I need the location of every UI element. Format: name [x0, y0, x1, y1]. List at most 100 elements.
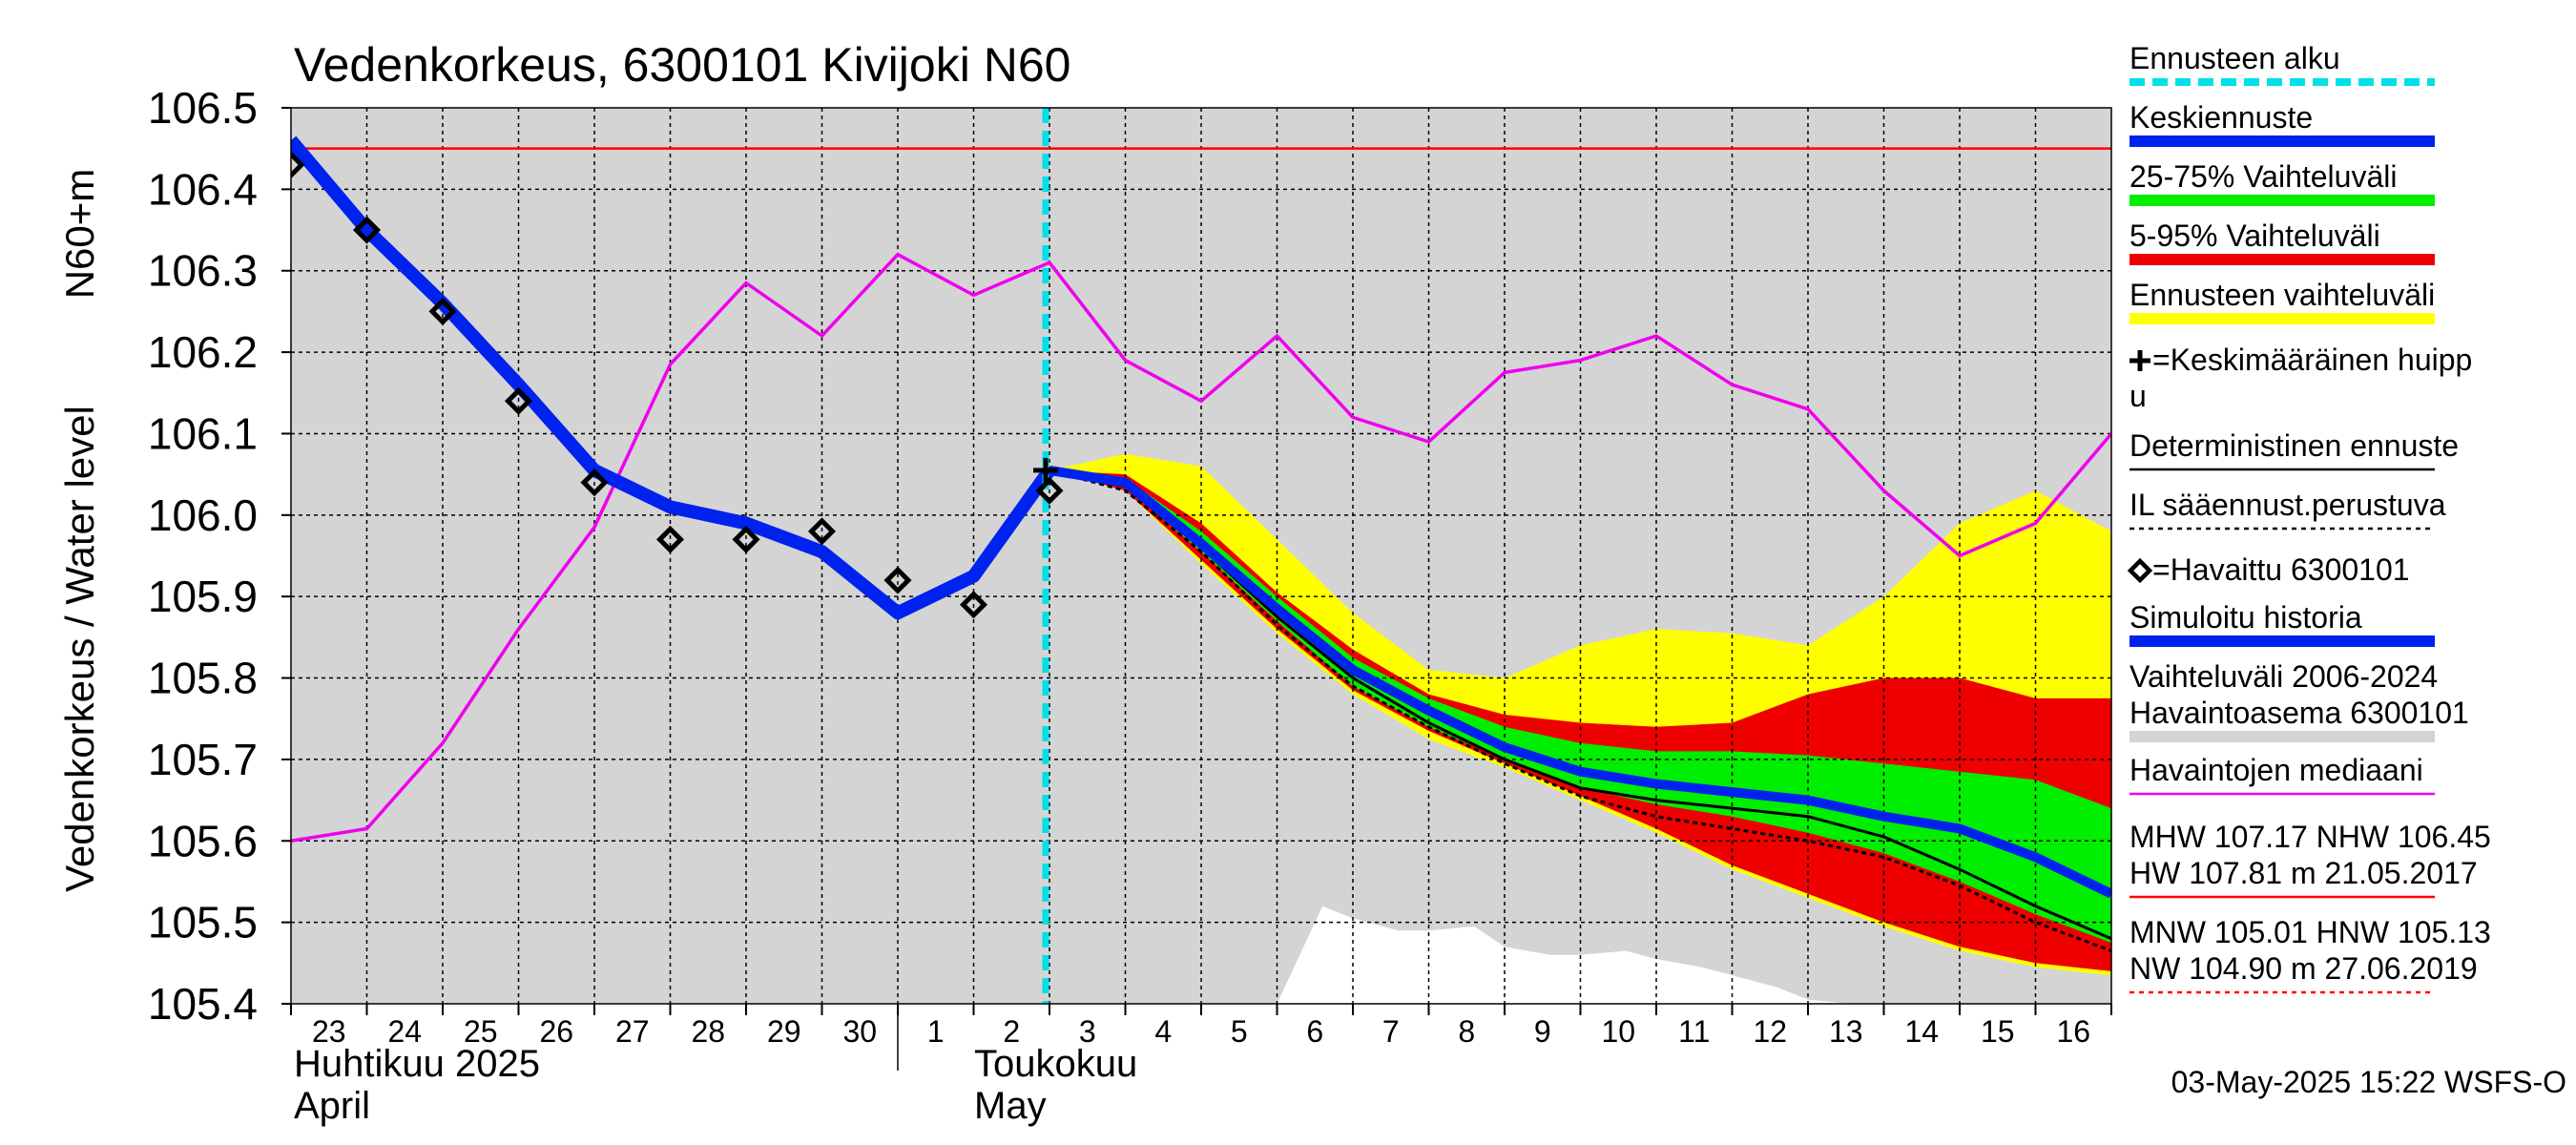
legend-item-il: IL sääennust.perustuva [2129, 488, 2446, 531]
legend-item-b595: 5-95% Vaihteluväli [2129, 219, 2435, 265]
legend-item-obs: =Havaittu 6300101 [2127, 552, 2410, 587]
month-label-fi-april: Huhtikuu 2025 [294, 1043, 540, 1085]
x-tick-label: 25 [464, 1014, 498, 1049]
x-tick-label: 6 [1306, 1014, 1323, 1049]
plot-layers [291, 108, 2111, 1004]
observed-point [883, 566, 912, 594]
chart-title: Vedenkorkeus, 6300101 Kivijoki N60 [294, 38, 1070, 92]
legend-label: Ennusteen vaihteluväli [2129, 278, 2435, 312]
y-tick-labels: 105.4 105.5 105.6 105.7 105.8 105.9 106.0 106.1… [148, 83, 291, 1029]
legend-label: =Havaittu 6300101 [2152, 552, 2410, 587]
observed-point [504, 386, 533, 415]
legend-label: IL sääennust.perustuva [2129, 488, 2446, 522]
legend-label: Simuloitu historia [2129, 600, 2362, 635]
y-tick-label: 106.2 [148, 327, 258, 377]
y-tick-label: 105.7 [148, 735, 258, 784]
legend-item-med: Havaintojen mediaani [2129, 753, 2435, 796]
legend-label: Ennusteen alku [2129, 41, 2340, 75]
observed-point [352, 216, 382, 244]
band-5-95 [1049, 469, 2111, 971]
y-axis-label-unit: N60+m [57, 169, 102, 300]
legend-label: =Keskimääräinen huipp [2152, 343, 2472, 377]
x-tick-label: 29 [767, 1014, 801, 1049]
legend-item-sim: Simuloitu historia [2129, 600, 2435, 647]
observed-point [1035, 476, 1064, 505]
legend-label: 5-95% Vaihteluväli [2129, 219, 2380, 253]
legend-item-b2575: 25-75% Vaihteluväli [2129, 159, 2435, 206]
x-tick-labels: 23 24 25 26 27 28 29 30 1 2 3 4 5 6 7 8 9 10 11 12 13 14 15 16 [290, 1004, 2112, 1071]
legend-label: Deterministinen ennuste [2129, 428, 2459, 463]
band-25-75 [1049, 469, 2111, 943]
x-tick-label: 3 [1079, 1014, 1096, 1049]
legend-item-bfc: Ennusteen vaihteluväli [2129, 278, 2435, 324]
x-tick-label: 4 [1154, 1014, 1172, 1049]
timestamp: 03-May-2025 15:22 WSFS-O [2171, 1065, 2566, 1099]
x-tick-label: 16 [2056, 1014, 2090, 1049]
y-tick-label: 105.9 [148, 572, 258, 621]
x-tick-label: 27 [615, 1014, 650, 1049]
observed-point [291, 151, 305, 179]
y-tick-label: 106.3 [148, 246, 258, 296]
observed-point [580, 468, 609, 497]
x-tick-label: 15 [1981, 1014, 2015, 1049]
plot-area [290, 107, 2112, 1005]
x-tick-label: 30 [842, 1014, 877, 1049]
observed-point [655, 525, 685, 553]
grid [291, 108, 2111, 1004]
x-tick-label: 10 [1601, 1014, 1635, 1049]
x-tick-label: 1 [927, 1014, 945, 1049]
y-tick-label: 105.5 [148, 898, 258, 947]
legend-item-mean: Keskiennuste [2129, 100, 2435, 147]
month-label-fi-may: Toukokuu [974, 1043, 1137, 1085]
y-tick-label: 105.8 [148, 654, 258, 703]
x-tick-label: 26 [539, 1014, 573, 1049]
median-line [291, 252, 2111, 843]
y-tick-label: 105.6 [148, 816, 258, 865]
month-label-en-april: April [294, 1085, 370, 1127]
legend-item-forecast_start: Ennusteen alku [2129, 41, 2435, 86]
legend-item-det: Deterministinen ennuste [2129, 428, 2459, 471]
legend: Ennusteen alku Keskiennuste 25-75% Vaihtel… [2127, 41, 2491, 994]
x-tick-label: 23 [312, 1014, 346, 1049]
legend-swatch [2129, 350, 2150, 371]
legend-label-2: Havaintoasema 6300101 [2129, 696, 2469, 730]
legend-swatch [2127, 557, 2153, 584]
simulated-history-line [291, 135, 1055, 620]
y-tick-label: 106.0 [148, 490, 258, 540]
x-tick-label: 8 [1458, 1014, 1475, 1049]
x-tick-label: 9 [1534, 1014, 1551, 1049]
legend-label-2: NW 104.90 m 27.06.2019 [2129, 951, 2478, 986]
y-tick-label: 106.1 [148, 408, 258, 458]
observed-point [732, 525, 760, 553]
legend-label-2: u [2129, 379, 2147, 413]
legend-item-hist: Vaihteluväli 2006-2024 Havaintoasema 630… [2129, 659, 2469, 742]
x-tick-label: 12 [1753, 1014, 1787, 1049]
observed-point [959, 591, 988, 619]
y-tick-label: 106.4 [148, 164, 258, 214]
x-tick-label: 2 [1003, 1014, 1020, 1049]
legend-label: MNW 105.01 HNW 105.13 [2129, 915, 2491, 949]
month-label-en-may: May [974, 1085, 1047, 1127]
x-tick-label: 13 [1829, 1014, 1863, 1049]
legend-label: Havaintojen mediaani [2129, 753, 2423, 787]
mean-peak-marker [1033, 457, 1058, 483]
mean-forecast-line [1049, 465, 2111, 899]
legend-label-2: HW 107.81 m 21.05.2017 [2129, 856, 2478, 890]
x-tick-label: 28 [691, 1014, 725, 1049]
history-range-lower-gap [1277, 906, 1854, 1004]
y-tick-label: 106.5 [148, 83, 258, 133]
x-tick-label: 14 [1904, 1014, 1939, 1049]
legend-label: Keskiennuste [2129, 100, 2313, 135]
y-tick-label: 105.4 [148, 979, 258, 1029]
y-axis-label: Vedenkorkeus / Water level [57, 406, 102, 892]
observed-point [807, 517, 837, 546]
legend-label: Vaihteluväli 2006-2024 [2129, 659, 2438, 694]
x-tick-label: 5 [1231, 1014, 1248, 1049]
legend-label: 25-75% Vaihteluväli [2129, 159, 2397, 194]
observed-point [428, 297, 457, 325]
x-tick-label: 7 [1382, 1014, 1400, 1049]
